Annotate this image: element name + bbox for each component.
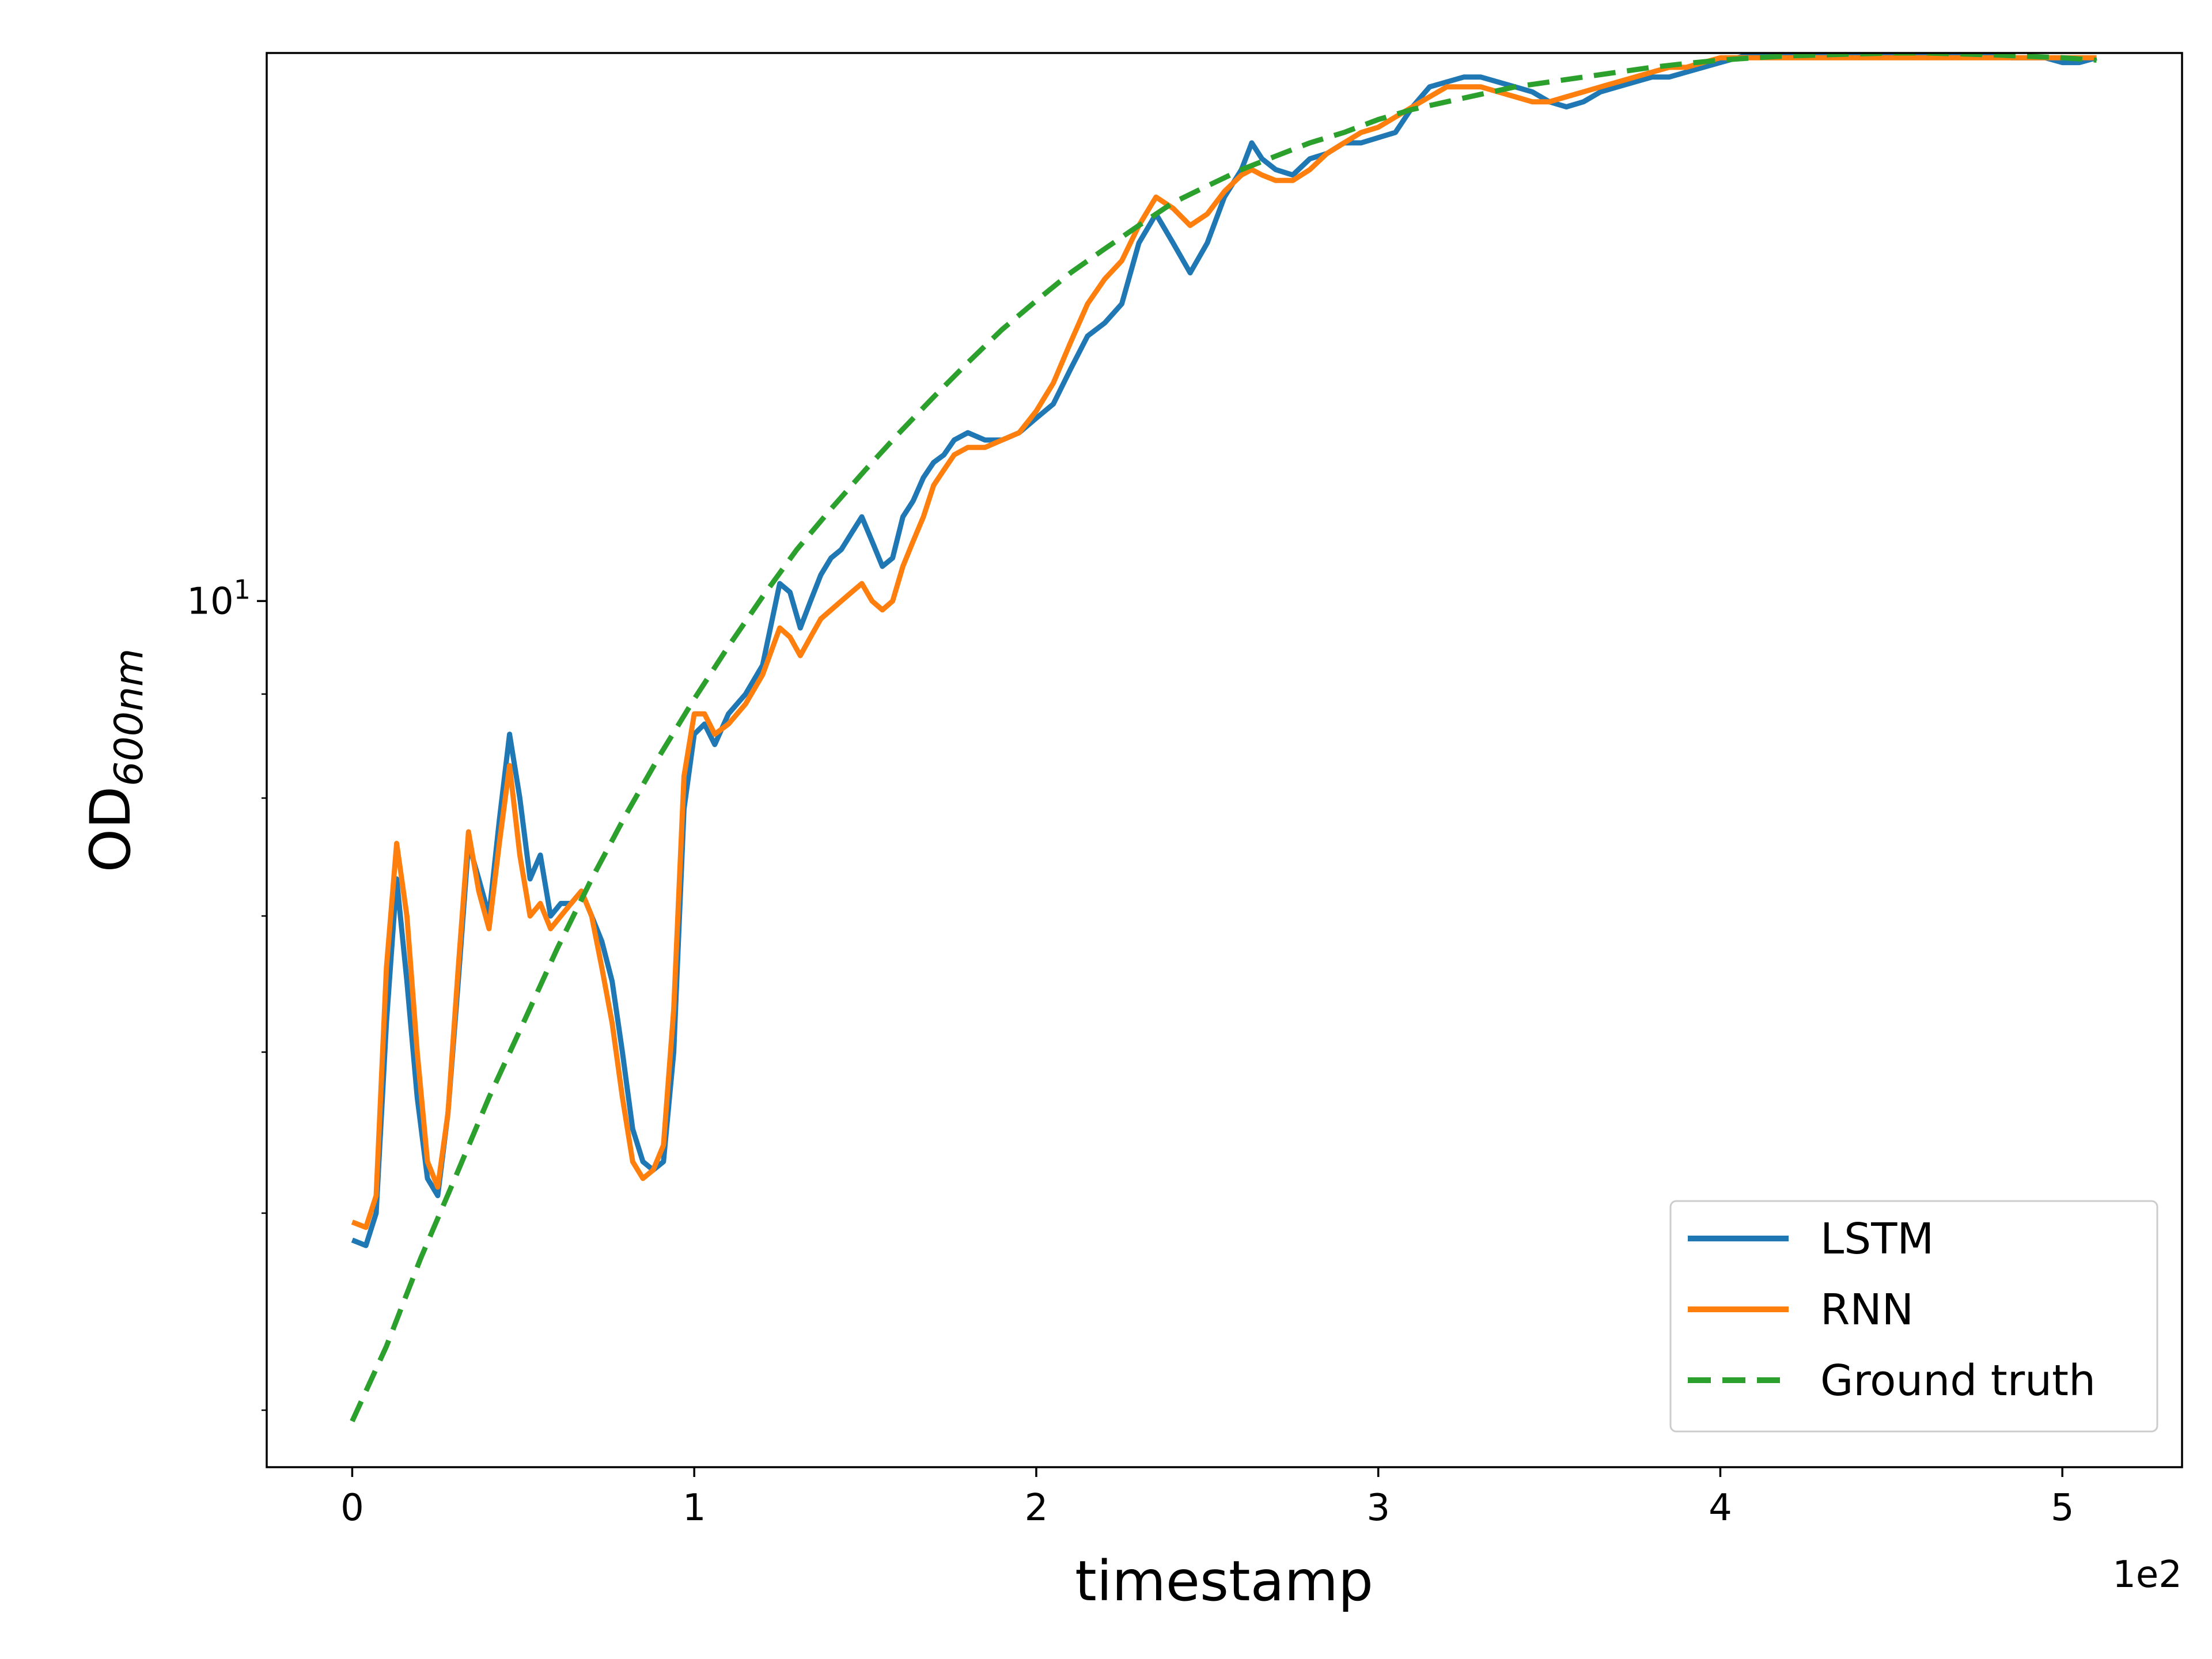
legend-label-lstm: LSTM <box>1820 1214 1934 1264</box>
x-tick-label: 4 <box>1709 1487 1732 1529</box>
x-axis-title: timestamp <box>1075 1549 1373 1613</box>
legend: LSTM RNN Ground truth <box>1669 1200 2158 1433</box>
x-tick-label: 2 <box>1025 1487 1048 1529</box>
plot-area-frame <box>266 52 2183 1468</box>
x-offset-label: 1e2 <box>2112 1554 2182 1596</box>
x-tick-label: 5 <box>2051 1487 2074 1529</box>
y-axis-title: OD600nm <box>78 649 152 873</box>
legend-label-ground-truth: Ground truth <box>1820 1356 2096 1406</box>
x-tick-label: 3 <box>1366 1487 1390 1529</box>
y-tick-label: 101 <box>187 574 251 623</box>
x-axis-ticks: 0 1 2 3 4 5 <box>340 1467 2074 1529</box>
y-axis-title-main: OD <box>78 786 143 872</box>
series-layer <box>350 53 2097 1423</box>
series-line-ground-truth <box>350 53 2097 1423</box>
x-tick-label: 1 <box>683 1487 706 1529</box>
legend-label-rnn: RNN <box>1820 1285 1914 1335</box>
y-axis-ticks: 101 <box>187 574 267 1411</box>
legend-box <box>1669 1200 2158 1433</box>
x-tick-label: 0 <box>340 1487 364 1529</box>
y-axis-title-subscript: 600nm <box>107 649 152 786</box>
